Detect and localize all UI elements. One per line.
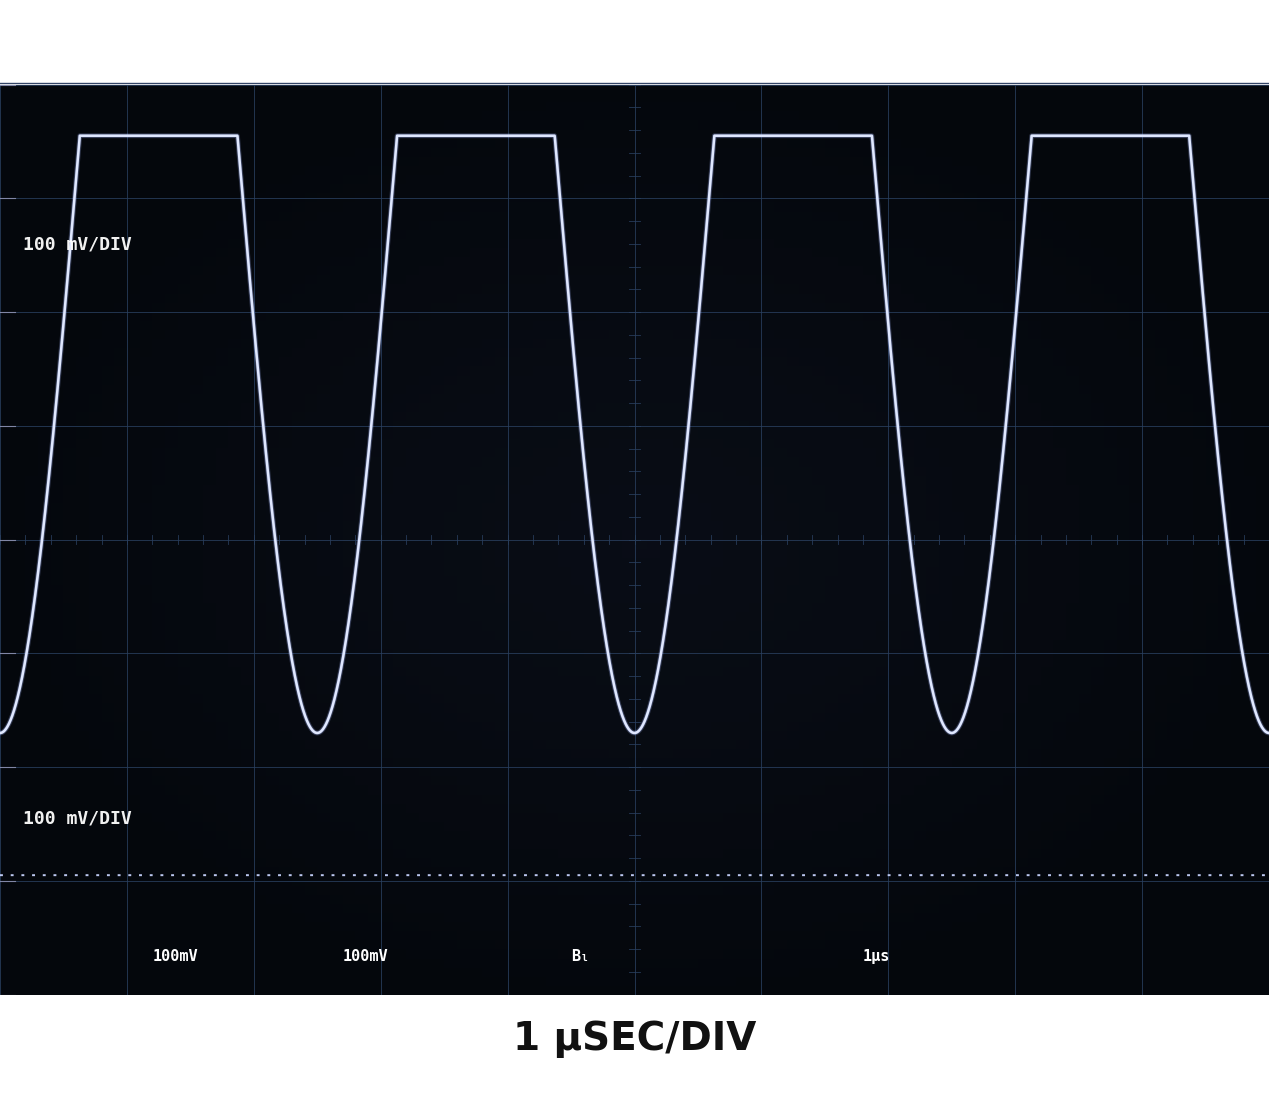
Text: Bₗ: Bₗ xyxy=(571,949,589,964)
Text: 1μs: 1μs xyxy=(863,949,891,964)
Text: mV: mV xyxy=(1041,24,1067,44)
Text: 100 mV/DIV: 100 mV/DIV xyxy=(23,235,132,254)
Text: 100mV: 100mV xyxy=(152,949,198,964)
Text: 1 μSEC/DIV: 1 μSEC/DIV xyxy=(513,1020,756,1058)
Text: 500: 500 xyxy=(925,19,1015,67)
Text: ±V1: ±V1 xyxy=(567,32,600,49)
Text: 100 mV/DIV: 100 mV/DIV xyxy=(23,810,132,828)
Text: A1   0,000  V: A1 0,000 V xyxy=(51,31,214,50)
Text: 100mV: 100mV xyxy=(343,949,388,964)
